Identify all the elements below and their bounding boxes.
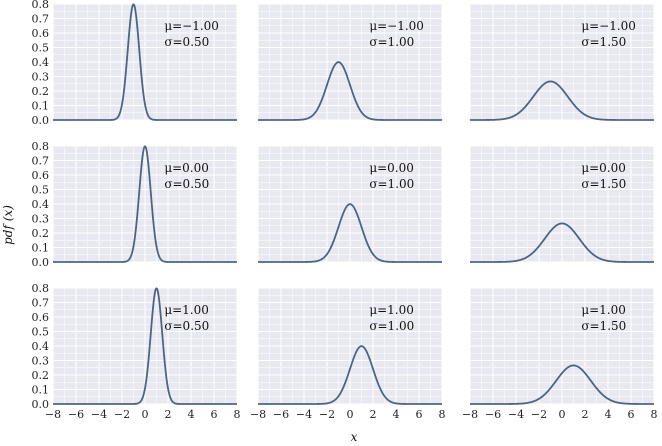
mu-annotation: μ=0.00 xyxy=(581,161,626,175)
x-tick-label: −8 xyxy=(250,408,266,421)
x-tick-label: 4 xyxy=(393,408,400,421)
y-tick-label: 0.8 xyxy=(32,140,50,153)
y-tick-label: 0.6 xyxy=(32,27,50,40)
x-tick-label: −4 xyxy=(508,408,524,421)
x-tick-label: 6 xyxy=(628,408,635,421)
sigma-annotation: σ=1.50 xyxy=(581,319,626,333)
x-tick-label: −4 xyxy=(91,408,107,421)
subplot-r3-c1: μ=1.00 σ=0.50 0.00.1 0.20.3 0.40.5 0.60.7 0.8 −… xyxy=(32,282,241,421)
mu-annotation: μ=1.00 xyxy=(581,303,626,317)
subplot-r1-c3: μ=−1.00 σ=1.50 xyxy=(469,3,655,121)
y-tick-label: 0.4 xyxy=(32,340,50,353)
y-tick-label: 0.0 xyxy=(32,256,50,269)
y-tick-label: 0.3 xyxy=(32,71,50,84)
pdf-curve xyxy=(469,80,655,121)
pdf-curve xyxy=(469,222,655,263)
x-tick-label: 8 xyxy=(439,408,446,421)
subplot-r1-c2: μ=−1.00 σ=1.00 xyxy=(257,3,443,121)
subplot-r2-c3: μ=0.00 σ=1.50 xyxy=(469,145,655,263)
x-tick-label: −2 xyxy=(531,408,547,421)
subplot-r2-c1: μ=0.00 σ=0.50 0.00.1 0.20.3 0.40.5 0.60.7 0.8 xyxy=(32,140,238,269)
x-tick-label: −6 xyxy=(273,408,289,421)
mu-annotation: μ=−1.00 xyxy=(164,19,219,33)
y-tick-label: 0.7 xyxy=(32,13,50,26)
y-tick-label: 0.6 xyxy=(32,169,50,182)
mu-annotation: μ=−1.00 xyxy=(369,19,424,33)
pdf-curve xyxy=(52,145,238,263)
y-tick-label: 0.0 xyxy=(32,398,50,411)
y-tick-label: 0.8 xyxy=(32,0,50,11)
x-tick-label: 6 xyxy=(416,408,423,421)
x-tick-label: 6 xyxy=(211,408,218,421)
x-tick-label: 2 xyxy=(582,408,589,421)
y-tick-label: 0.3 xyxy=(32,213,50,226)
mu-annotation: μ=0.00 xyxy=(369,161,414,175)
x-tick-label: −6 xyxy=(485,408,501,421)
x-tick-label: −2 xyxy=(114,408,130,421)
y-tick-label: 0.0 xyxy=(32,114,50,127)
sigma-annotation: σ=0.50 xyxy=(164,319,209,333)
x-tick-label: −8 xyxy=(45,408,61,421)
subplot-r2-c2: μ=0.00 σ=1.00 xyxy=(257,145,443,263)
y-tick-label: 0.7 xyxy=(32,155,50,168)
pdf-curve xyxy=(257,345,443,405)
x-tick-label: 8 xyxy=(234,408,241,421)
x-tick-label: 8 xyxy=(651,408,658,421)
y-tick-label: 0.7 xyxy=(32,297,50,310)
x-tick-label: 2 xyxy=(370,408,377,421)
pdf-curve xyxy=(257,203,443,263)
y-tick-label: 0.6 xyxy=(32,311,50,324)
sigma-annotation: σ=1.50 xyxy=(581,177,626,191)
sigma-annotation: σ=0.50 xyxy=(164,35,209,49)
mu-annotation: μ=0.00 xyxy=(164,161,209,175)
y-tick-label: 0.4 xyxy=(32,56,50,69)
y-tick-label: 0.2 xyxy=(32,227,50,240)
y-axis-label: pdf (x) xyxy=(1,205,15,245)
y-tick-label: 0.5 xyxy=(32,326,50,339)
pdf-curve xyxy=(52,287,238,405)
sigma-annotation: σ=1.00 xyxy=(369,319,414,333)
y-tick-label: 0.3 xyxy=(32,355,50,368)
y-tick-label: 0.2 xyxy=(32,85,50,98)
x-tick-label: −6 xyxy=(68,408,84,421)
sigma-annotation: σ=0.50 xyxy=(164,177,209,191)
pdf-curve xyxy=(52,3,238,121)
x-tick-label: −2 xyxy=(319,408,335,421)
x-tick-label: 0 xyxy=(559,408,566,421)
subplot-r3-c2: μ=1.00 σ=1.00 −8 −6 −4 −2 0 2 4 6 8 xyxy=(250,287,446,421)
pdf-curve xyxy=(469,364,655,405)
sigma-annotation: σ=1.00 xyxy=(369,177,414,191)
x-tick-label: 2 xyxy=(165,408,172,421)
x-tick-label: −4 xyxy=(296,408,312,421)
x-tick-label: −8 xyxy=(462,408,478,421)
y-tick-label: 0.1 xyxy=(32,384,50,397)
x-axis-label: x xyxy=(351,430,358,444)
y-tick-label: 0.2 xyxy=(32,369,50,382)
subplot-r1-c1: μ=−1.00 σ=0.50 0.00.1 0.20.3 0.40.5 0.60.7 0.8 xyxy=(32,0,238,127)
y-tick-label: 0.4 xyxy=(32,198,50,211)
y-tick-label: 0.1 xyxy=(32,242,50,255)
subplot-r3-c3: μ=1.00 σ=1.50 −8 −6 −4 −2 0 2 4 6 8 xyxy=(462,287,658,421)
mu-annotation: μ=1.00 xyxy=(164,303,209,317)
mu-annotation: μ=1.00 xyxy=(369,303,414,317)
y-tick-label: 0.1 xyxy=(32,100,50,113)
x-tick-label: 0 xyxy=(347,408,354,421)
y-tick-label: 0.8 xyxy=(32,282,50,295)
mu-annotation: μ=−1.00 xyxy=(581,19,636,33)
pdf-curve xyxy=(257,61,443,121)
y-tick-label: 0.5 xyxy=(32,42,50,55)
y-tick-label: 0.5 xyxy=(32,184,50,197)
x-tick-label: 4 xyxy=(188,408,195,421)
x-tick-label: 0 xyxy=(142,408,149,421)
sigma-annotation: σ=1.50 xyxy=(581,35,626,49)
sigma-annotation: σ=1.00 xyxy=(369,35,414,49)
x-tick-label: 4 xyxy=(605,408,612,421)
